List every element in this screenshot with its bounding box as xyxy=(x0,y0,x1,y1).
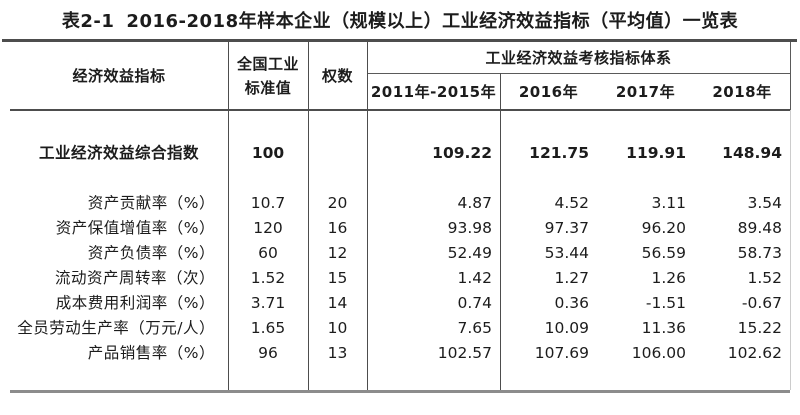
row-weight: 14 xyxy=(327,294,348,312)
row-value-2011-2015: 0.74 xyxy=(457,294,492,312)
row-weight xyxy=(308,139,367,167)
row-standard-value: 100 xyxy=(251,144,285,162)
row-label: 资产保值增值率（%） xyxy=(55,219,215,237)
table-right-border-body xyxy=(790,110,791,390)
table-row: 产品销售率（%） 96 13 102.57 107.69 106.00 102.… xyxy=(10,341,790,366)
row-value-2017: 96.20 xyxy=(641,219,686,237)
table-number: 表2-1 xyxy=(61,11,115,32)
row-weight: 16 xyxy=(327,219,348,237)
row-value-2016: 0.36 xyxy=(554,294,589,312)
row-value-2016: 121.75 xyxy=(529,144,589,162)
header-weight: 权数 xyxy=(321,67,353,85)
table-title-text: 2016-2018年样本企业（规模以上）工业经济效益指标（平均值）一览表 xyxy=(126,11,739,32)
row-value-2017: 106.00 xyxy=(631,344,686,362)
table-row: 成本费用利润率（%） 3.71 14 0.74 0.36 -1.51 -0.67 xyxy=(10,291,790,316)
table-body: 工业经济效益综合指数 100 109.22 121.75 119.91 148.… xyxy=(10,139,790,366)
row-value-2018: 58.73 xyxy=(737,244,782,262)
row-value-2011-2015: 102.57 xyxy=(437,344,492,362)
row-weight: 10 xyxy=(327,319,348,337)
row-value-2017: 3.11 xyxy=(651,194,686,212)
row-standard-value: 3.71 xyxy=(250,294,286,312)
row-value-2018: -0.67 xyxy=(741,294,782,312)
header-national-standard-line1: 全国工业 xyxy=(236,54,299,73)
row-value-2018: 148.94 xyxy=(722,144,782,162)
table-row: 工业经济效益综合指数 100 109.22 121.75 119.91 148.… xyxy=(10,139,790,167)
row-value-2018: 15.22 xyxy=(737,319,782,337)
row-value-2016: 10.09 xyxy=(544,319,589,337)
row-value-2016: 1.27 xyxy=(554,269,589,287)
row-value-2011-2015: 109.22 xyxy=(432,144,492,162)
row-value-2018: 89.48 xyxy=(737,219,782,237)
row-value-2017: 119.91 xyxy=(626,144,686,162)
header-assessment-system: 工业经济效益考核指标体系 xyxy=(485,49,672,67)
row-value-2017: 11.36 xyxy=(641,319,686,337)
row-value-2016: 107.69 xyxy=(534,344,589,362)
span-header-divider-rule xyxy=(367,73,790,74)
row-value-2016: 4.52 xyxy=(554,194,589,212)
row-label: 资产贡献率（%） xyxy=(87,194,215,212)
row-value-2016: 97.37 xyxy=(544,219,589,237)
row-standard-value: 60 xyxy=(258,244,278,262)
row-value-2011-2015: 52.49 xyxy=(447,244,492,262)
header-national-standard: 全国工业 标准值 xyxy=(228,42,308,109)
row-value-2017: 56.59 xyxy=(641,244,686,262)
table-row: 流动资产周转率（次） 1.52 15 1.42 1.27 1.26 1.52 xyxy=(10,266,790,291)
row-value-2011-2015: 4.87 xyxy=(457,194,492,212)
row-weight: 15 xyxy=(327,269,348,287)
header-year-2018: 2018年 xyxy=(712,82,772,101)
column-divider-standard xyxy=(308,42,309,390)
header-indicator: 经济效益指标 xyxy=(72,67,166,85)
header-year-2016: 2016年 xyxy=(518,82,579,101)
row-label: 工业经济效益综合指数 xyxy=(38,144,199,162)
table-row: 资产保值增值率（%） 120 16 93.98 97.37 96.20 89.4… xyxy=(10,216,790,241)
row-value-2017: 1.26 xyxy=(651,269,686,287)
row-standard-value: 120 xyxy=(253,219,283,237)
row-weight: 12 xyxy=(327,244,348,262)
header-year-2017: 2017年 xyxy=(615,82,676,101)
row-value-2011-2015: 7.65 xyxy=(457,319,492,337)
table-row: 全员劳动生产率（万元/人） 1.65 10 7.65 10.09 11.36 1… xyxy=(10,316,790,341)
column-divider-indicator xyxy=(228,42,229,390)
row-label: 资产负债率（%） xyxy=(87,244,215,262)
column-divider-weight xyxy=(367,42,368,390)
table-title: 表2-1 2016-2018年样本企业（规模以上）工业经济效益指标（平均值）一览表 xyxy=(0,7,800,37)
row-value-2018: 3.54 xyxy=(747,194,782,212)
header-year-2011-2015: 2011年-2015年 xyxy=(370,82,497,101)
table-bottom-rule xyxy=(10,390,790,393)
row-value-2011-2015: 1.42 xyxy=(457,269,492,287)
row-value-2018: 1.52 xyxy=(747,269,782,287)
row-standard-value: 1.65 xyxy=(250,319,286,337)
row-value-2016: 53.44 xyxy=(544,244,589,262)
column-divider-2011-2015 xyxy=(500,73,501,390)
row-value-2017: -1.51 xyxy=(645,294,686,312)
row-weight: 20 xyxy=(327,194,348,212)
row-standard-value: 10.7 xyxy=(250,194,286,212)
row-value-2011-2015: 93.98 xyxy=(447,219,492,237)
row-label: 成本费用利润率（%） xyxy=(55,294,215,312)
table-right-border-header xyxy=(790,42,791,110)
row-label: 全员劳动生产率（万元/人） xyxy=(17,319,215,337)
row-standard-value: 1.52 xyxy=(250,269,286,287)
row-weight: 13 xyxy=(327,344,348,362)
table-row: 资产贡献率（%） 10.7 20 4.87 4.52 3.11 3.54 xyxy=(10,191,790,216)
header-bottom-rule xyxy=(10,109,790,111)
header-national-standard-line2: 标准值 xyxy=(244,78,292,97)
row-standard-value: 96 xyxy=(258,344,278,362)
table-row: 资产负债率（%） 60 12 52.49 53.44 56.59 58.73 xyxy=(10,241,790,266)
row-value-2018: 102.62 xyxy=(727,344,782,362)
title-underline-rule xyxy=(2,39,797,42)
row-label: 产品销售率（%） xyxy=(87,344,215,362)
row-label: 流动资产周转率（次） xyxy=(54,269,215,287)
